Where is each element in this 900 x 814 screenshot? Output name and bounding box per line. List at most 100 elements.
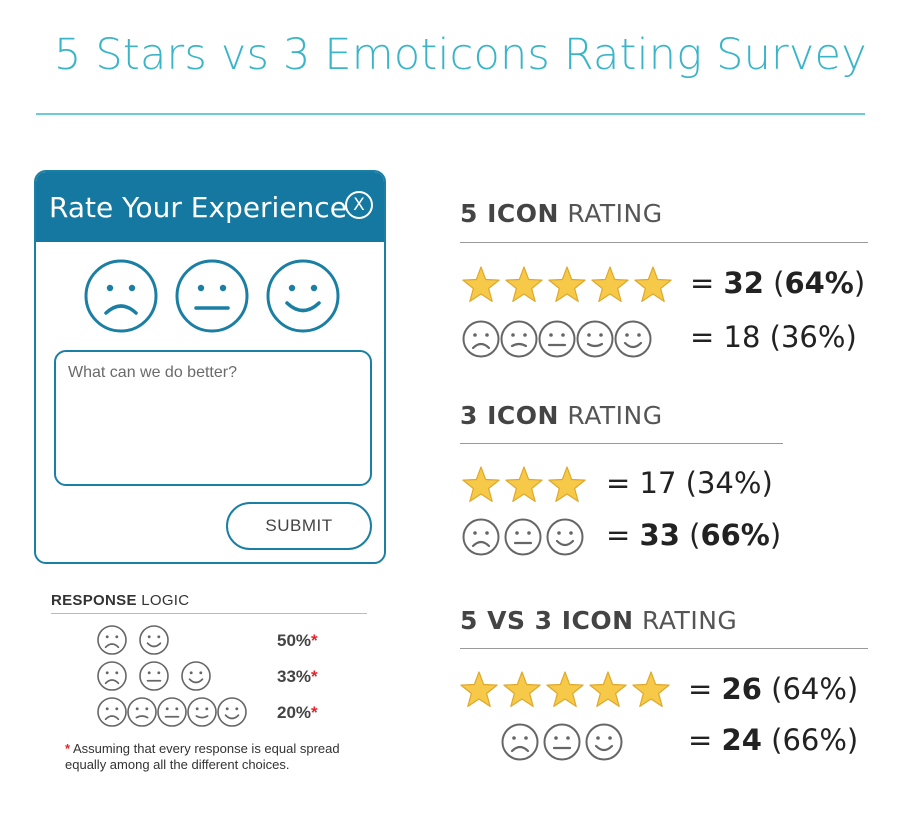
sad-face-icon [462,518,500,556]
section-heading: 3 ICON RATING [460,401,663,430]
footnote-text: Assuming that every response is equal sp… [65,741,340,772]
star-icon [462,466,500,502]
result-value: 17 [639,466,677,500]
result-value: 26 [721,672,762,706]
section-3-row-2-icons [500,722,624,762]
result-pct-close: ) [846,723,859,757]
star-icon [548,266,586,302]
star-icon [460,671,498,707]
sad-face-button[interactable] [83,258,159,334]
unhappy-face-icon [500,320,538,358]
result-pct-open: ( [763,266,785,300]
star-icon [589,671,627,707]
result-pct-open: ( [761,672,783,706]
section-heading: 5 ICON RATING [460,199,663,228]
result-value: 18 [723,320,761,354]
widget-header: Rate Your Experience X [36,172,384,242]
star-icon [546,671,584,707]
section-1-row-1-icons [461,265,673,305]
result-eq: = [688,723,722,757]
rating-widget: Rate Your Experience X SUBMIT [34,170,386,564]
star-icon [634,266,672,302]
result-pct: 64% [782,672,847,706]
result-eq: = [606,466,640,500]
result-pct-close: ) [845,320,857,354]
section-2-row-1-icons [461,465,587,505]
section-divider [460,443,783,444]
result-pct-close: ) [853,266,866,300]
close-button[interactable]: X [345,191,373,219]
neutral-face-icon [504,518,542,556]
section-2-row-2-icons [461,517,585,557]
section-divider [460,242,868,243]
title-divider [36,113,865,115]
result-value: 32 [723,266,764,300]
logic-row-3-value: 20% [277,703,312,722]
neutral-face-icon [157,697,187,727]
result-pct-open: ( [676,466,697,500]
neutral-face-button[interactable] [174,258,250,334]
result-pct: 36% [780,320,846,354]
happy-face-button[interactable] [265,258,341,334]
star-icon [505,266,543,302]
asterisk: * [311,703,318,722]
star-icon [548,466,586,502]
result-eq: = [606,518,640,552]
result-eq: = [690,320,724,354]
section-heading-bold: 3 ICON [460,401,559,430]
neutral-face-icon [139,661,169,691]
section-heading-rest: RATING [558,199,663,228]
footnote-asterisk: * [65,741,71,756]
happy-face-icon [546,518,584,556]
neutral-face-icon [543,723,581,761]
result-pct-open: ( [760,320,781,354]
result-pct: 34% [696,466,762,500]
star-icon [505,466,543,502]
result-value: 24 [721,723,762,757]
sad-face-icon [97,697,127,727]
result-value: 33 [639,518,680,552]
result-pct-open: ( [761,723,783,757]
neutral-face-icon [538,320,576,358]
sad-face-icon [97,661,127,691]
feedback-textarea[interactable] [54,350,372,486]
happy-face-icon [217,697,247,727]
section-2-row-1-result: = 17 (34%) [606,466,773,500]
star-icon [503,671,541,707]
logic-row-1-faces [96,624,170,656]
unhappy-face-icon [127,697,157,727]
result-eq: = [688,672,722,706]
star-icon [591,266,629,302]
response-logic-heading-rest: LOGIC [136,592,190,609]
section-heading-bold: 5 ICON [460,199,559,228]
response-logic-divider [51,613,367,614]
logic-row-2-faces [96,660,212,692]
submit-button[interactable]: SUBMIT [226,502,372,550]
happy-face-icon [181,661,211,691]
result-pct: 66% [782,723,847,757]
section-1-row-1-result: = 32 (64%) [690,266,865,300]
content-face-icon [576,320,614,358]
section-heading-rest: RATING [558,401,663,430]
logic-row-3-faces [96,696,248,728]
happy-face-icon [585,723,623,761]
logic-row-2-percent: 33%* [277,667,318,687]
section-3-row-1-icons [459,670,671,710]
result-pct: 64% [784,266,854,300]
asterisk: * [311,631,318,650]
result-pct-open: ( [679,518,701,552]
section-heading-rest: RATING [633,606,738,635]
section-divider [460,648,868,649]
response-logic-heading-bold: RESPONSE [51,592,137,609]
sad-face-icon [97,625,127,655]
sad-face-icon [462,320,500,358]
logic-row-1-percent: 50%* [277,631,318,651]
logic-row-1-value: 50% [277,631,312,650]
section-3-row-1-result: = 26 (64%) [688,672,858,706]
result-pct-close: ) [761,466,773,500]
asterisk: * [311,667,318,686]
content-face-icon [187,697,217,727]
widget-title: Rate Your Experience [49,190,347,224]
result-pct-close: ) [769,518,782,552]
sad-face-icon [501,723,539,761]
